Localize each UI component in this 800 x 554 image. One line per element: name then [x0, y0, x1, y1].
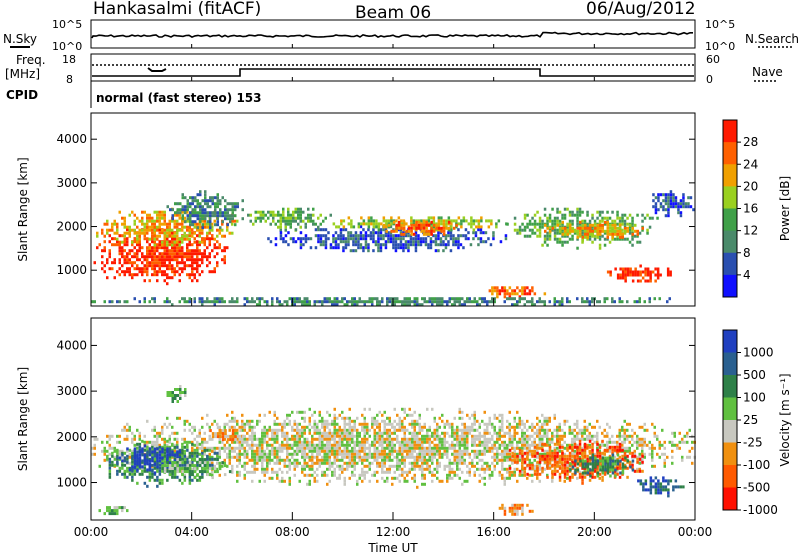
velocity-region [637, 476, 685, 498]
velocity-x-tick-label: 12:00 [376, 525, 411, 539]
velocity-colorbar-segment [723, 397, 737, 421]
power-colorbar-tick-label: 20 [743, 179, 758, 193]
power-region [544, 220, 644, 242]
velocity-region [209, 426, 245, 442]
power-region [606, 264, 672, 283]
power-data-cells [91, 190, 695, 307]
nave-label: Nave [752, 65, 783, 79]
velocity-region [161, 458, 232, 480]
power-region [488, 286, 547, 299]
velocity-colorbar-tick-label: 25 [743, 413, 758, 427]
velocity-x-tick-label: 00:00 [678, 525, 713, 539]
power-y-tick-label: 4000 [56, 132, 87, 146]
velocity-region [116, 444, 182, 475]
noise-left-tick-bottom: 10^0 [52, 40, 82, 53]
power-colorbar-segment [723, 142, 737, 165]
velocity-colorbar: 1000 500 100 25 -25 -100 -500 -1000 Velocity [m … [722, 329, 792, 517]
velocity-x-tick-label: 00:00 [74, 525, 109, 539]
velocity-colorbar-tick-label: 1000 [743, 346, 774, 360]
power-region [91, 297, 671, 307]
velocity-y-tick-label: 1000 [56, 476, 87, 490]
velocity-colorbar-segment [723, 420, 737, 443]
power-region [247, 207, 332, 232]
power-y-axis-label: Slant Range [km] [16, 157, 30, 261]
power-colorbar: 4 8 12 16 20 24 28 Power [dB] [722, 119, 792, 298]
power-colorbar-tick-label: 8 [743, 246, 751, 260]
velocity-data-cells [91, 385, 696, 516]
velocity-y-axis-label: Slant Range [km] [16, 367, 30, 471]
power-colorbar-tick-label: 16 [743, 202, 758, 216]
velocity-colorbar-segment [723, 465, 737, 488]
velocity-colorbar-tick-label: -1000 [743, 503, 778, 517]
cpid-label: CPID [6, 88, 38, 102]
station-title: Hankasalmi (fitACF) [93, 0, 261, 19]
power-region [267, 225, 508, 253]
nave-tick-bottom: 0 [706, 73, 713, 86]
velocity-x-tick-label: 20:00 [577, 525, 612, 539]
power-colorbar-segment [723, 252, 737, 276]
power-colorbar-segment [723, 208, 737, 232]
beam-title: Beam 06 [355, 3, 431, 23]
power-y-tick-label: 1000 [56, 263, 87, 277]
power-colorbar-label: Power [dB] [778, 176, 792, 241]
noise-left-tick-top: 10^5 [52, 18, 82, 31]
freq-strip-frame [90, 53, 696, 82]
power-colorbar-segment [723, 274, 737, 298]
velocity-colorbar-segment [723, 487, 737, 511]
noise-right-tick-top: 10^5 [705, 18, 735, 31]
velocity-plot-frame [90, 317, 696, 521]
velocity-x-tick-label: 04:00 [174, 525, 209, 539]
velocity-x-tick-label: 16:00 [476, 525, 511, 539]
freq-step-line [92, 68, 694, 77]
velocity-y-tick-label: 3000 [56, 384, 87, 398]
power-colorbar-segment [723, 164, 737, 187]
velocity-colorbar-tick-label: 100 [743, 391, 766, 405]
power-colorbar-segment [723, 186, 737, 209]
x-axis-label: Time UT [367, 541, 418, 554]
power-region [166, 190, 244, 230]
velocity-colorbar-tick-label: 500 [743, 368, 766, 382]
power-region [652, 190, 695, 218]
freq-label: Freq. [16, 53, 46, 67]
power-colorbar-tick-label: 12 [743, 224, 758, 238]
velocity-colorbar-segment [723, 352, 737, 376]
nsky-trace [91, 31, 693, 39]
velocity-colorbar-label: Velocity [m s⁻¹] [778, 373, 792, 466]
nsky-label: N.Sky [3, 32, 37, 46]
velocity-colorbar-segment [723, 375, 737, 398]
velocity-x-tick-label: 08:00 [275, 525, 310, 539]
velocity-region [498, 503, 534, 516]
velocity-colorbar-segment [723, 330, 737, 353]
velocity-colorbar-tick-label: -25 [743, 436, 763, 450]
date-title: 06/Aug/2012 [586, 0, 696, 19]
nsearch-label: N.Search [745, 32, 799, 46]
power-y-tick-label: 3000 [56, 176, 87, 190]
power-panel: 1000 2000 3000 4000 Slant Range [km] 4 8 12 16 20… [16, 112, 792, 307]
power-region [382, 220, 458, 236]
velocity-colorbar-segment [723, 442, 737, 466]
power-colorbar-segment [723, 120, 737, 143]
power-colorbar-tick-label: 4 [743, 268, 751, 282]
freq-dip-marker [147, 67, 167, 72]
freq-tick-bottom: 8 [66, 73, 73, 86]
power-colorbar-tick-label: 28 [743, 135, 758, 149]
noise-right-tick-bottom: 10^0 [705, 40, 735, 53]
freq-tick-top: 18 [62, 53, 76, 66]
cpid-text: normal (fast stereo) 153 [96, 91, 262, 105]
nave-tick-top: 60 [706, 53, 720, 66]
velocity-region [166, 385, 187, 403]
velocity-y-tick-label: 4000 [56, 338, 87, 352]
velocity-y-tick-label: 2000 [56, 430, 87, 444]
power-colorbar-tick-label: 24 [743, 157, 758, 171]
freq-unit-label: [MHz] [5, 67, 40, 81]
velocity-colorbar-tick-label: -500 [743, 481, 770, 495]
velocity-panel: 1000 2000 3000 4000 Slant Range [km] 00:00 04:… [16, 317, 792, 539]
velocity-colorbar-tick-label: -100 [743, 458, 770, 472]
power-y-tick-label: 2000 [56, 220, 87, 234]
velocity-region [569, 453, 635, 478]
power-colorbar-segment [723, 230, 737, 254]
velocity-region [98, 506, 129, 516]
